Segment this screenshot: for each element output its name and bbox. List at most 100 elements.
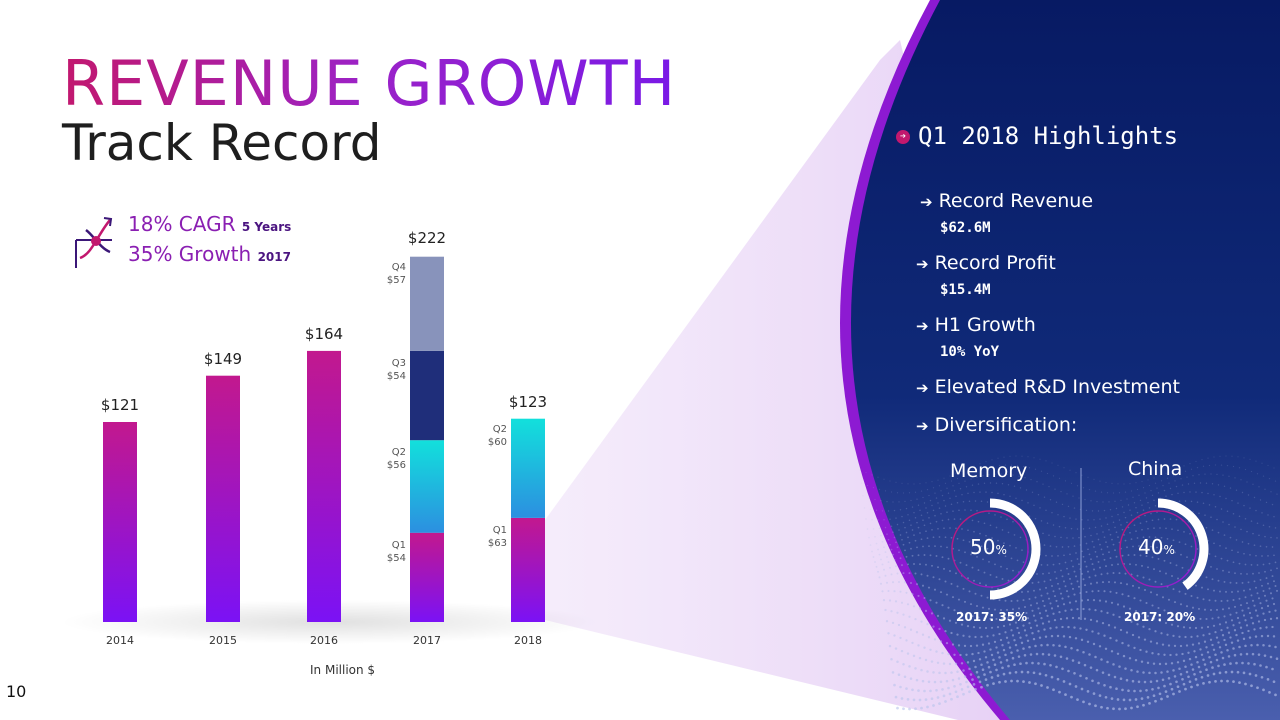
- texture-dot: [874, 536, 876, 538]
- texture-dot: [1043, 580, 1046, 583]
- texture-dot: [1145, 601, 1148, 605]
- texture-dot: [1251, 599, 1255, 602]
- texture-dot: [1243, 589, 1245, 592]
- texture-dot: [1199, 617, 1202, 620]
- texture-dot: [1268, 525, 1271, 528]
- texture-dot: [960, 623, 964, 626]
- texture-dot: [1135, 530, 1137, 532]
- texture-dot: [953, 653, 956, 656]
- texture-dot: [1035, 624, 1039, 627]
- texture-dot: [962, 669, 965, 672]
- texture-dot: [895, 565, 897, 568]
- texture-dot: [1035, 602, 1039, 605]
- texture-dot: [1121, 593, 1124, 596]
- texture-dot: [1274, 609, 1277, 612]
- texture-dot: [1171, 470, 1173, 472]
- texture-dot: [1265, 599, 1268, 602]
- texture-dot: [1262, 612, 1265, 615]
- texture-dot: [996, 651, 1000, 654]
- texture-dot: [944, 505, 947, 507]
- texture-dot: [1258, 486, 1260, 488]
- texture-dot: [1025, 634, 1028, 637]
- texture-dot: [1249, 554, 1251, 556]
- texture-dot: [1108, 501, 1110, 503]
- texture-dot: [1055, 626, 1058, 629]
- texture-dot: [1069, 553, 1071, 556]
- texture-dot: [1231, 549, 1233, 552]
- texture-dot: [1090, 500, 1092, 502]
- texture-dot: [1141, 480, 1143, 483]
- texture-dot: [1181, 652, 1184, 656]
- texture-dot: [1070, 482, 1073, 485]
- texture-dot: [1004, 555, 1007, 558]
- texture-dot: [973, 465, 975, 467]
- texture-dot: [1159, 527, 1161, 529]
- texture-dot: [1080, 687, 1084, 691]
- texture-dot: [986, 596, 989, 599]
- texture-dot: [965, 680, 968, 684]
- texture-dot: [1096, 500, 1098, 503]
- highlight-item-1: ➔ Record Revenue: [920, 190, 1093, 212]
- texture-dot: [904, 526, 906, 529]
- texture-dot: [977, 616, 980, 619]
- texture-dot: [900, 649, 904, 653]
- texture-dot: [1178, 500, 1181, 502]
- texture-dot: [1056, 634, 1060, 638]
- texture-dot: [1184, 592, 1187, 595]
- texture-dot: [965, 613, 968, 616]
- texture-dot: [1220, 464, 1223, 466]
- texture-dot: [1205, 576, 1208, 579]
- texture-dot: [1046, 522, 1049, 524]
- texture-dot: [1213, 456, 1215, 458]
- texture-dot: [1221, 608, 1225, 611]
- texture-dot: [1190, 663, 1193, 666]
- texture-dot: [928, 517, 930, 519]
- texture-dot: [923, 502, 926, 504]
- texture-dot: [946, 511, 948, 513]
- texture-dot: [1226, 510, 1229, 513]
- texture-dot: [1099, 543, 1101, 546]
- texture-dot: [1157, 557, 1160, 560]
- texture-dot: [896, 660, 899, 663]
- x-tick-2017: 2017: [413, 634, 441, 647]
- texture-dot: [947, 557, 950, 560]
- texture-dot: [1025, 489, 1028, 491]
- texture-dot: [896, 706, 899, 710]
- texture-dot: [1154, 536, 1157, 539]
- texture-dot: [1102, 531, 1104, 533]
- texture-dot: [936, 696, 940, 699]
- texture-dot: [926, 670, 929, 673]
- texture-dot: [973, 491, 975, 494]
- texture-dot: [1094, 526, 1097, 529]
- texture-dot: [1121, 641, 1124, 645]
- texture-dot: [1110, 650, 1114, 653]
- texture-dot: [984, 656, 988, 659]
- texture-dot: [933, 680, 937, 684]
- texture-dot: [1100, 573, 1103, 576]
- texture-dot: [882, 599, 886, 602]
- texture-dot: [1171, 528, 1173, 530]
- texture-dot: [966, 661, 970, 664]
- texture-dot: [919, 483, 921, 485]
- texture-dot: [1131, 584, 1135, 587]
- texture-dot: [894, 695, 898, 699]
- texture-dot: [981, 606, 985, 609]
- texture-dot: [1116, 603, 1120, 606]
- texture-dot: [964, 480, 966, 482]
- texture-dot: [1104, 647, 1108, 651]
- texture-dot: [1158, 619, 1162, 622]
- texture-dot: [1269, 655, 1273, 659]
- texture-dot: [1052, 688, 1055, 692]
- texture-dot: [1222, 521, 1224, 523]
- value-label-2014: $121: [100, 396, 140, 414]
- texture-dot: [1237, 551, 1239, 554]
- texture-dot: [1230, 619, 1234, 622]
- texture-dot: [1191, 668, 1195, 671]
- texture-dot: [978, 658, 982, 661]
- texture-dot: [908, 519, 911, 521]
- texture-dot: [1123, 534, 1125, 536]
- texture-dot: [953, 490, 956, 492]
- texture-dot: [918, 607, 922, 610]
- texture-dot: [1247, 542, 1250, 545]
- highlight-label: H1 Growth: [934, 314, 1036, 336]
